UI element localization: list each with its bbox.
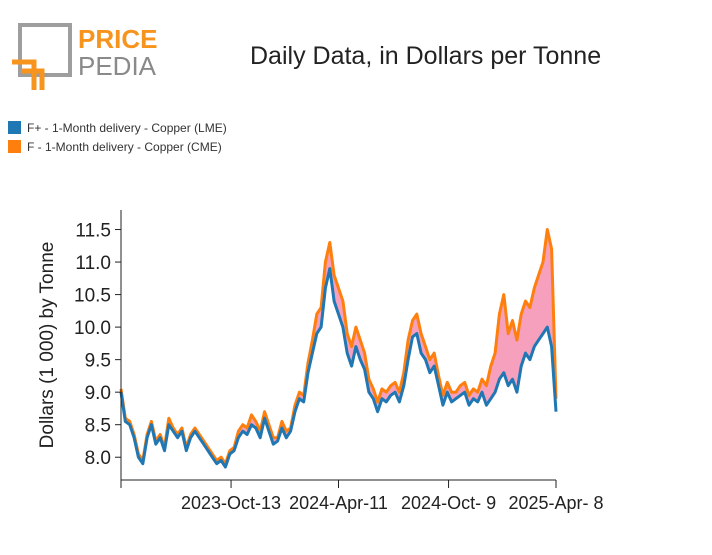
series-line-lme — [119, 267, 558, 469]
x-tick-label: 2025-Apr- 8 — [508, 493, 603, 513]
y-tick-label: 10.5 — [74, 286, 111, 307]
series-layer — [119, 228, 558, 469]
series-line-cme — [119, 228, 558, 466]
legend-swatch-lme — [8, 121, 21, 134]
y-tick-label: 11.5 — [75, 221, 111, 242]
y-axis-label: Dollars (1 000) by Tonne — [37, 242, 58, 449]
logo-text-price: PRICE — [78, 24, 157, 54]
y-tick-label: 8.0 — [85, 448, 111, 469]
spread-fill — [121, 229, 556, 467]
chart-title: Daily Data, in Dollars per Tonne — [250, 42, 602, 70]
logo-mark — [12, 23, 72, 90]
y-tick-label: 11.0 — [75, 253, 111, 274]
y-tick-label: 8.5 — [85, 416, 111, 437]
legend-item-lme[interactable]: F+ - 1-Month delivery - Copper (LME) — [8, 118, 227, 137]
legend-swatch-cme — [8, 140, 21, 153]
x-tick-label: 2023-Oct-13 — [181, 493, 281, 513]
y-tick-label: 9.5 — [85, 351, 111, 372]
legend-item-cme[interactable]: F - 1-Month delivery - Copper (CME) — [8, 137, 227, 156]
y-tick-label: 9.0 — [85, 383, 111, 404]
legend: F+ - 1-Month delivery - Copper (LME) F -… — [8, 118, 227, 156]
x-tick-label: 2024-Apr-11 — [289, 493, 388, 513]
x-tick-label: 2024-Oct- 9 — [401, 493, 496, 513]
legend-label-cme: F - 1-Month delivery - Copper (CME) — [27, 139, 222, 154]
logo-text-pedia: PEDIA — [78, 51, 157, 81]
pricepedia-logo: PRICE PEDIA — [12, 23, 157, 90]
y-tick-label: 10.0 — [74, 318, 111, 339]
legend-label-lme: F+ - 1-Month delivery - Copper (LME) — [27, 120, 227, 135]
spread-fill-layer — [121, 229, 556, 467]
axis-layer: 8.0 8.5 9.0 9.5 10.0 10.5 11.0 11.5 2023-Oct-13 2… — [74, 210, 604, 513]
